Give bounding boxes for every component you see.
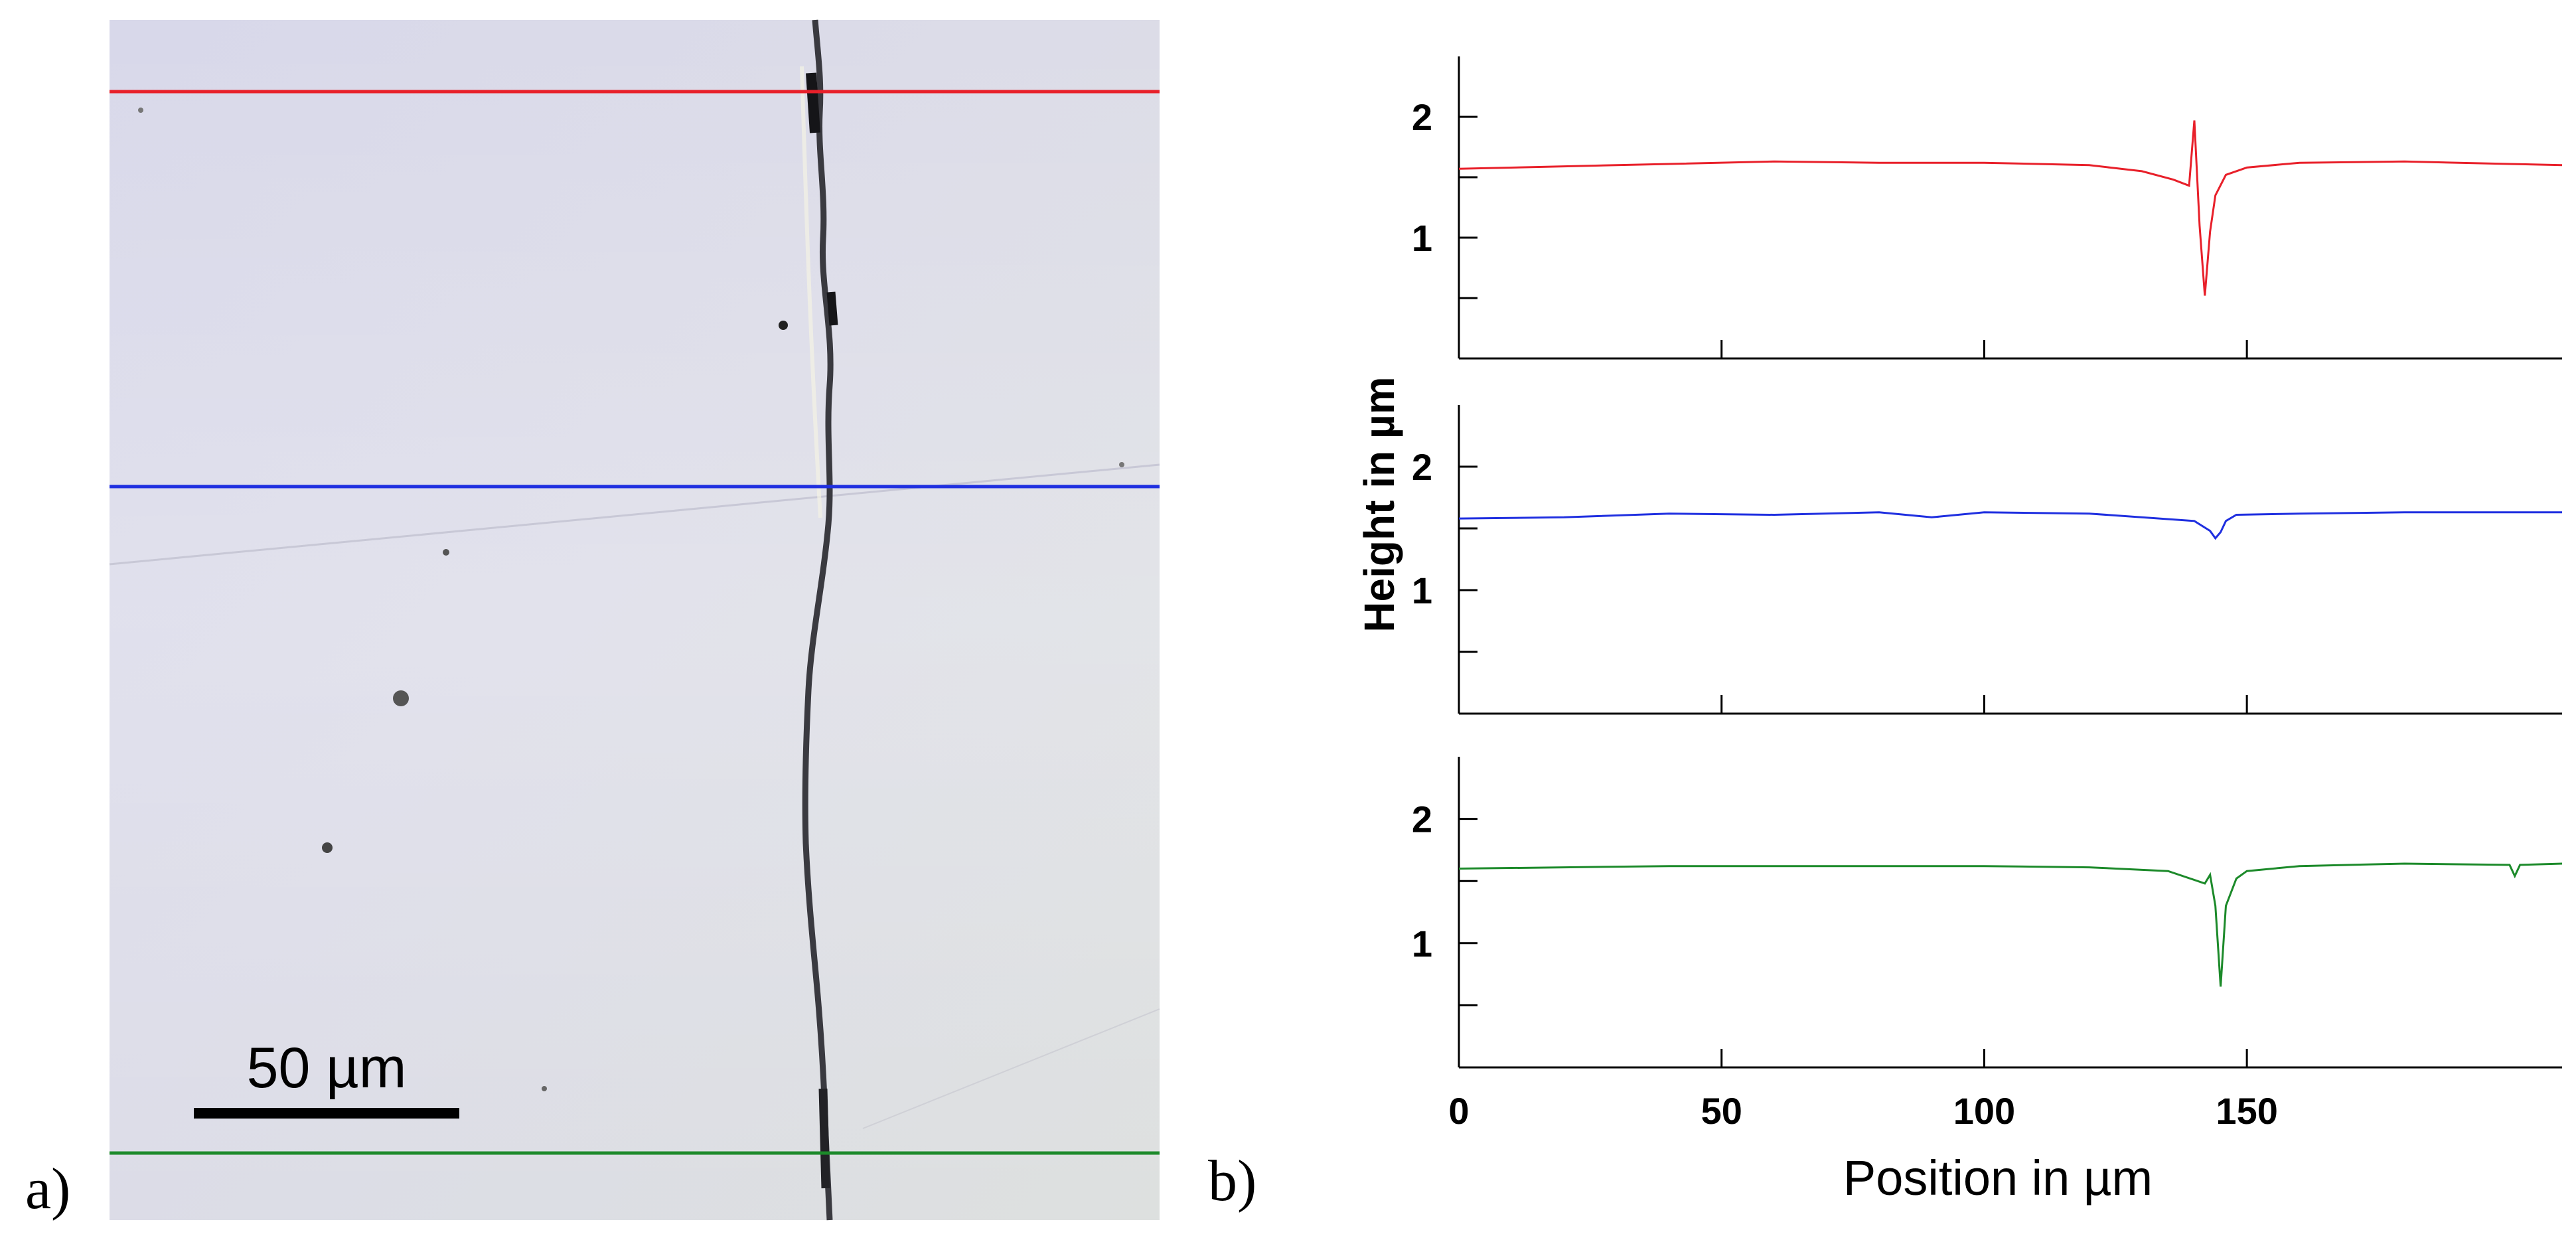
height-profile-charts: 1 2 1 2 1 2 0 50 100 150 <box>1412 56 2563 1132</box>
x-tick-label: 50 <box>1701 1090 1742 1132</box>
y-tick-label-2: 1 <box>1412 570 1432 611</box>
x-axis-title: Position in µm <box>1843 1150 2153 1205</box>
scale-bar-label: 50 µm <box>247 1036 407 1100</box>
panel-a-label: a) <box>25 1157 70 1221</box>
profile-series-1 <box>1458 120 2563 296</box>
crack-line <box>802 19 834 1221</box>
profile-series-3 <box>1458 862 2563 987</box>
y-tick-label-1: 2 <box>1412 96 1432 138</box>
x-tick-label: 100 <box>1953 1090 2015 1132</box>
x-tick-label: 0 <box>1448 1090 1469 1132</box>
x-tick-label: 150 <box>2216 1090 2277 1132</box>
y-tick-label-2: 2 <box>1412 446 1432 488</box>
profile-series-2 <box>1458 511 2562 540</box>
y-tick-label-3: 1 <box>1412 923 1432 965</box>
micrograph-panel: 50 µm <box>109 19 1160 1221</box>
y-axis-title: Height in µm <box>1355 376 1403 632</box>
panel-b-label: b) <box>1208 1149 1256 1213</box>
y-tick-label-1: 1 <box>1412 217 1432 259</box>
y-tick-label-3: 2 <box>1412 799 1432 840</box>
